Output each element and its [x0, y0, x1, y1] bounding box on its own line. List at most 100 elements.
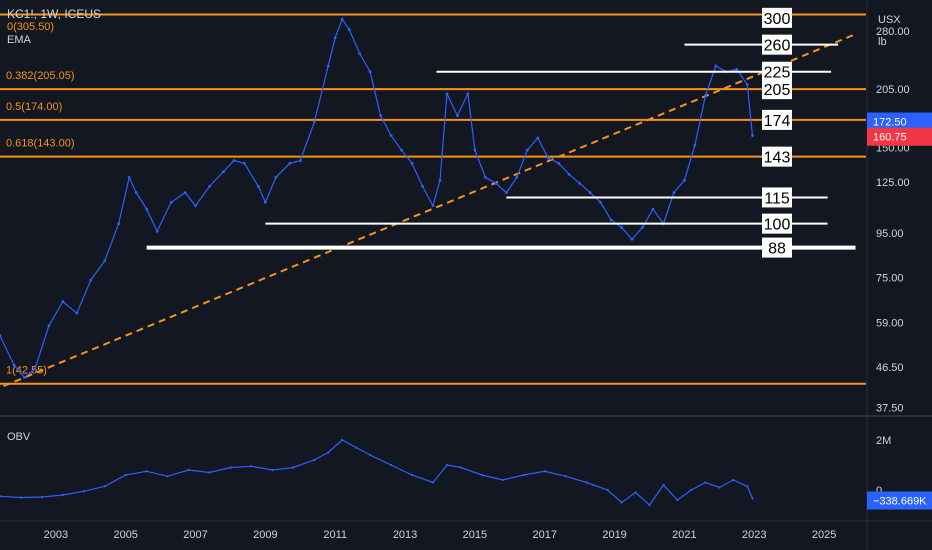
level-box: 300	[762, 7, 792, 28]
time-tick-label: 2021	[672, 529, 696, 541]
price-point	[208, 184, 211, 188]
price-point	[263, 201, 267, 204]
level-box-label: 88	[768, 241, 786, 258]
fib-level-label: 0.382(205.05)	[6, 70, 75, 82]
price-point	[274, 175, 278, 179]
level-box-bg	[762, 109, 792, 130]
current-price-badge[interactable]: 172.50	[867, 112, 932, 131]
obv-point	[292, 466, 295, 469]
level-box-bg	[762, 79, 792, 100]
trendline	[3, 33, 856, 388]
price-point	[232, 159, 236, 163]
obv-point	[662, 483, 665, 487]
price-point	[222, 170, 225, 174]
price-point	[312, 120, 316, 124]
obv-point	[634, 491, 637, 494]
obv-point	[82, 490, 85, 493]
price-point	[103, 259, 107, 263]
level-box: 143	[762, 146, 792, 167]
level-box-label: 174	[764, 113, 791, 130]
obv-point	[229, 466, 232, 469]
price-point	[333, 36, 337, 39]
last-price-badge-label: 160.75	[873, 132, 907, 144]
level-box-bg	[762, 146, 792, 167]
obv-point	[166, 475, 169, 478]
price-point	[714, 64, 718, 68]
price-point	[567, 173, 571, 176]
current-price-badge-label: 172.50	[873, 117, 907, 129]
price-point	[298, 159, 302, 163]
time-tick-label: 2011	[323, 529, 347, 541]
obv-value-badge-bg	[867, 491, 932, 510]
obv-point	[145, 470, 148, 473]
time-tick-label: 2017	[532, 529, 556, 541]
price-point	[494, 181, 498, 185]
obv-point	[606, 488, 609, 492]
last-price-badge-bg	[867, 127, 932, 146]
price-point	[33, 367, 37, 371]
price-point	[347, 28, 351, 31]
price-point	[23, 376, 26, 379]
price-point	[745, 83, 749, 87]
obv-point	[676, 498, 679, 502]
obv-point	[327, 451, 330, 454]
price-point	[588, 191, 592, 195]
price-tick-label: 75.00	[876, 273, 904, 285]
price-point	[431, 204, 435, 208]
obv-point	[648, 503, 651, 507]
obv-point	[746, 485, 749, 488]
obv-point	[313, 458, 316, 462]
obv-point	[410, 473, 414, 477]
price-point	[0, 334, 2, 338]
price-point	[620, 226, 623, 229]
price-point	[410, 161, 414, 165]
level-box-label: 225	[764, 65, 791, 82]
price-point	[194, 204, 197, 208]
price-point	[183, 191, 187, 195]
obv-point	[355, 446, 358, 449]
price-point	[438, 178, 442, 182]
level-box-bg	[762, 213, 792, 234]
level-box-bg	[762, 187, 792, 208]
price-point	[257, 184, 260, 188]
obv-point	[208, 471, 211, 474]
price-point	[672, 191, 676, 195]
obv-value-badge[interactable]: −338.669K	[867, 491, 932, 510]
price-point	[693, 143, 697, 147]
last-price-badge[interactable]: 160.75	[867, 127, 932, 146]
obv-point	[271, 468, 274, 472]
obv-label[interactable]: OBV	[7, 431, 31, 443]
price-point	[630, 237, 634, 241]
level-box-label: 300	[764, 11, 791, 28]
currency-label: USX	[878, 14, 901, 26]
obv-point	[522, 473, 525, 477]
obv-tick-label: 2M	[876, 435, 891, 447]
price-point	[368, 70, 372, 74]
level-box-bg	[762, 34, 792, 55]
fib-level-label: 0.5(174.00)	[6, 101, 62, 113]
level-box-label: 100	[764, 217, 791, 234]
price-point	[145, 207, 149, 211]
chart-header: KC1!, 1W, ICEUS 0(305.50) EMA	[7, 8, 101, 47]
price-point	[75, 311, 79, 315]
price-point	[400, 148, 403, 152]
obv-point	[704, 481, 707, 484]
current-price-badge-bg	[867, 112, 932, 131]
symbol-title[interactable]: KC1!, 1W, ICEUS	[7, 7, 102, 21]
obv-point	[543, 470, 546, 473]
price-point	[466, 92, 470, 96]
price-point	[578, 181, 582, 185]
time-tick-label: 2023	[742, 529, 766, 541]
price-point	[61, 300, 65, 303]
obv-point	[732, 478, 735, 482]
price-point	[473, 148, 477, 152]
price-point	[169, 201, 173, 204]
price-point	[515, 175, 519, 179]
time-tick-label: 2003	[44, 529, 68, 541]
price-point	[12, 363, 16, 367]
ema-indicator-label[interactable]: EMA	[7, 34, 31, 46]
price-point	[445, 92, 449, 96]
level-box: 174	[762, 109, 792, 130]
price-point	[155, 229, 159, 233]
